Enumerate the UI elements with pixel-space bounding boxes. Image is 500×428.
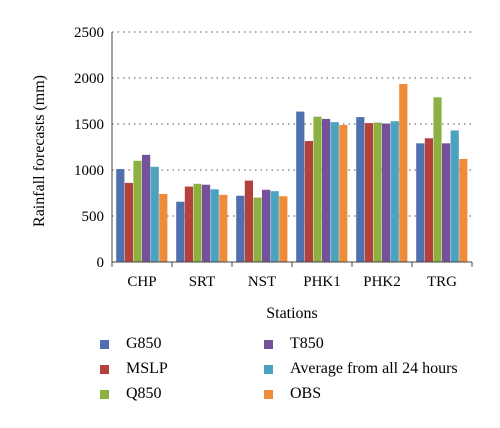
bar [159,193,168,262]
y-axis-label: Rainfall forecasts (mm) [31,75,48,227]
x-tick-label: PHK2 [363,274,401,290]
bar [416,143,425,262]
bar [433,97,442,262]
bar [219,194,228,262]
legend-label: Average from all 24 hours [290,360,458,377]
bar [330,122,339,262]
bar [176,201,185,262]
bar [244,180,253,262]
bar [356,117,365,262]
y-tick-labels: 0 500 1000 1500 2000 2500 [74,25,104,271]
bar [399,83,408,262]
bar [373,122,382,263]
bar [296,111,305,262]
x-tick-labels: CHP SRT NST PHK1 PHK2 TRG [127,274,457,290]
bar [322,118,331,262]
legend-swatch [264,339,273,349]
legend-item: MSLP [100,360,168,378]
bar [236,195,245,262]
legend-label: G850 [126,335,162,352]
y-tick-label: 0 [97,255,105,271]
bar [364,123,373,262]
bar [382,123,391,262]
legend-item: G850 [100,335,162,353]
legend-swatch [264,364,273,374]
x-tick-label: NST [248,274,276,290]
bar [184,186,193,262]
bar [133,160,142,262]
bar [262,189,271,262]
legend-swatch [264,389,273,399]
bar [270,191,279,262]
bar [442,143,451,262]
legend-item: Average from all 24 hours [264,360,458,378]
x-tick-label: TRG [427,274,457,290]
x-tick-label: PHK1 [303,274,341,290]
x-tick-label: SRT [189,274,216,290]
bar [313,116,322,262]
bar [339,124,348,262]
bar [253,197,262,262]
y-tick-label: 1500 [74,117,104,133]
legend-swatch [100,339,109,349]
x-axis-label: Stations [266,305,318,322]
bar [304,141,313,262]
bar [202,184,211,262]
y-tick-label: 1000 [74,163,104,179]
bar [116,169,125,262]
legend-label: T850 [290,335,324,352]
bar [459,158,468,262]
y-tick-label: 2500 [74,25,104,41]
x-tick-label: CHP [127,274,156,290]
bars [116,83,468,263]
bar [450,130,459,262]
legend-swatch [100,389,109,399]
bar [424,138,433,262]
bar [390,121,399,263]
legend-label: Q850 [126,385,162,402]
y-tick-label: 2000 [74,71,104,87]
legend-item: Q850 [100,385,162,403]
bar [150,166,159,262]
legend-item: OBS [264,385,321,403]
bar [210,189,219,262]
y-tick-label: 500 [82,209,105,225]
bar [279,196,288,262]
bar [142,154,151,262]
bar [124,182,133,262]
legend-label: OBS [290,385,322,402]
bar [193,183,202,262]
legend-label: MSLP [126,360,168,377]
axes [111,32,473,267]
legend-item: T850 [264,335,324,353]
legend-swatch [100,364,109,374]
